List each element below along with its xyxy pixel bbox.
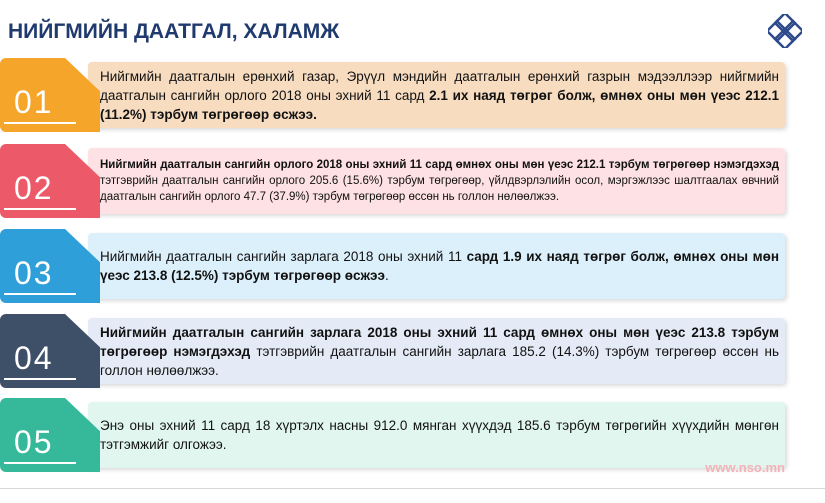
item-text: Нийгмийн даатгалын ерөнхий газар, Эрүүл … (100, 67, 779, 124)
text-segment: Энэ оны эхний 11 сард 18 хүртэлх насны 9… (100, 418, 779, 452)
text-segment: тэтгэврийн даатгалын сангийн зарлага 185… (100, 343, 779, 378)
text-segment: Нийгмийн даатгалын сангийн зарлага 2018 … (100, 324, 779, 359)
text-box: Нийгмийн даатгалын сангийн орлого 2018 о… (88, 148, 785, 214)
number-tab: 03 (0, 229, 100, 303)
text-segment: Нийгмийн даатгалын сангийн зарлага 2018 … (100, 249, 467, 264)
text-box: Нийгмийн даатгалын ерөнхий газар, Эрүүл … (88, 62, 785, 128)
item-row: Нийгмийн даатгалын ерөнхий газар, Эрүүл … (0, 58, 790, 132)
item-row: Нийгмийн даатгалын сангийн зарлага 2018 … (0, 229, 790, 303)
number-tab: 01 (0, 58, 100, 132)
item-number: 05 (14, 424, 54, 460)
item-text: Нийгмийн даатгалын сангийн орлого 2018 о… (100, 157, 779, 205)
text-segment: сард 1.9 их наяд төгрөг болж, өмнөх оны … (100, 249, 779, 283)
number-underline (4, 462, 76, 464)
text-segment: Нийгмийн даатгалын ерөнхий газар, Эрүүл … (100, 68, 779, 103)
slide-title: НИЙГМИЙН ДААТГАЛ, ХАЛАМЖ (8, 20, 340, 43)
logo (768, 14, 802, 48)
item-number: 01 (14, 84, 54, 120)
number-underline (4, 122, 76, 124)
text-segment: 2.1 их наяд төгрөг болж, өмнөх оны мөн ү… (100, 87, 779, 122)
item-text: Нийгмийн даатгалын сангийн зарлага 2018 … (100, 247, 779, 285)
item-number: 03 (14, 255, 54, 291)
item-row: Энэ оны эхний 11 сард 18 хүртэлх насны 9… (0, 398, 790, 472)
text-segment: тэтгэврийн даатгалын сангийн орлого 205.… (100, 175, 779, 203)
item-row: Нийгмийн даатгалын сангийн зарлага 2018 … (0, 314, 790, 388)
number-underline (4, 293, 76, 295)
number-underline (4, 378, 76, 380)
text-segment: . (384, 268, 389, 283)
item-number: 02 (14, 170, 54, 206)
item-text: Энэ оны эхний 11 сард 18 хүртэлх насны 9… (100, 416, 779, 454)
number-tab: 02 (0, 144, 100, 218)
text-box: Нийгмийн даатгалын сангийн зарлага 2018 … (88, 233, 785, 299)
number-underline (4, 208, 76, 210)
number-tab: 05 (0, 398, 100, 472)
text-segment: Нийгмийн даатгалын сангийн орлого 2018 о… (100, 159, 779, 171)
text-box: Нийгмийн даатгалын сангийн зарлага 2018 … (88, 318, 785, 384)
footer-url: www.nso.mn (705, 460, 785, 475)
item-row: Нийгмийн даатгалын сангийн орлого 2018 о… (0, 144, 790, 218)
item-number: 04 (14, 340, 54, 376)
text-box: Энэ оны эхний 11 сард 18 хүртэлх насны 9… (88, 402, 785, 468)
item-text: Нийгмийн даатгалын сангийн зарлага 2018 … (100, 323, 779, 380)
bottom-rule (0, 488, 825, 489)
number-tab: 04 (0, 314, 100, 388)
